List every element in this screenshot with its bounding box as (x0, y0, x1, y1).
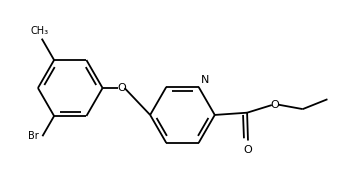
Text: CH₃: CH₃ (30, 26, 49, 36)
Text: O: O (117, 83, 126, 93)
Text: O: O (244, 145, 252, 155)
Text: Br: Br (28, 131, 39, 141)
Text: O: O (270, 100, 279, 110)
Text: N: N (201, 75, 209, 85)
